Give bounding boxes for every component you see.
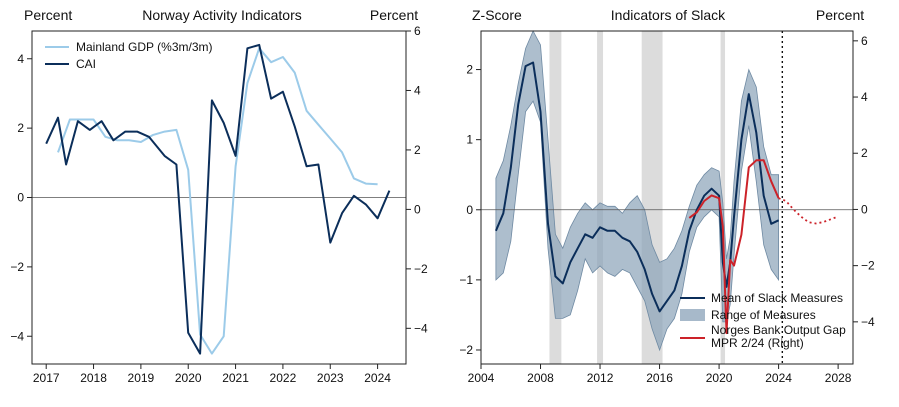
activity-chart-x-tick-label: 2019 [128, 371, 155, 385]
activity-chart-left-y-tick-label: −4 [10, 329, 24, 343]
legend-swatch-range [680, 309, 705, 321]
activity-chart-left-y-tick-label: 0 [17, 191, 24, 205]
activity-chart-right-y-tick-label: 2 [414, 143, 421, 157]
recession-band [597, 31, 604, 364]
activity-chart-right-axis-title: Percent [370, 7, 418, 23]
recession-band [549, 31, 562, 364]
legend-label-mean-slack: Mean of Slack Measures [711, 291, 843, 305]
activity-chart-left-y-tick-label: −2 [10, 260, 24, 274]
slack-chart: Z-Score Indicators of Slack Percent 2004… [459, 7, 875, 385]
activity-chart-x-tick-label: 2021 [222, 371, 249, 385]
series-line-cai [45, 43, 391, 355]
slack-chart-x-tick-label: 2004 [468, 371, 495, 385]
legend-label-output-gap-line2: MPR 2/24 (Right) [711, 336, 804, 350]
slack-chart-right-y-tick-label: −2 [861, 259, 875, 273]
slack-chart-left-axis-title: Z-Score [472, 7, 522, 23]
legend-label-cai: CAI [76, 57, 96, 71]
slack-chart-title: Indicators of Slack [611, 7, 726, 23]
activity-chart-x-tick-label: 2017 [33, 371, 60, 385]
legend-label-range: Range of Measures [711, 308, 816, 322]
series-line-mean-of-slack-measures [494, 61, 780, 313]
activity-chart-right-y-tick-label: 0 [414, 202, 421, 216]
recession-band [720, 31, 726, 364]
activity-chart-right-y-tick-label: −4 [414, 321, 428, 335]
slack-chart-right-y-tick-label: −4 [861, 315, 875, 329]
activity-chart-x-tick-label: 2024 [364, 371, 391, 385]
legend-label-output-gap-line1: Norges Bank Output Gap [711, 323, 846, 337]
activity-chart-right-y-tick-label: 6 [414, 24, 421, 38]
slack-chart-right-y-tick-label: 6 [861, 34, 868, 48]
slack-chart-x-tick-label: 2024 [765, 371, 792, 385]
activity-chart-left-y-tick-label: 2 [17, 121, 24, 135]
activity-chart-left-axis-title: Percent [24, 7, 72, 23]
slack-chart-left-y-tick-label: 1 [466, 133, 473, 147]
slack-chart-right-y-tick-label: 2 [861, 146, 868, 160]
activity-chart-right-y-tick-label: 4 [414, 83, 421, 97]
slack-chart-x-tick-label: 2020 [706, 371, 733, 385]
slack-chart-legend: Mean of Slack Measures Range of Measures… [680, 291, 849, 350]
slack-chart-left-y-tick-label: −2 [459, 343, 473, 357]
activity-chart-legend: Mainland GDP (%3m/3m) CAI [45, 40, 213, 71]
slack-chart-right-y-tick-label: 4 [861, 90, 868, 104]
slack-chart-x-tick-label: 2012 [587, 371, 614, 385]
activity-chart-left-y-tick-label: 4 [17, 52, 24, 66]
activity-chart-x-tick-label: 2018 [80, 371, 107, 385]
series-line-output-gap-projection [778, 197, 839, 225]
slack-chart-left-y-tick-label: 0 [466, 203, 473, 217]
legend-label-mainland-gdp: Mainland GDP (%3m/3m) [76, 40, 213, 54]
slack-chart-x-tick-label: 2008 [527, 371, 554, 385]
activity-chart-title: Norway Activity Indicators [142, 7, 302, 23]
slack-chart-x-tick-label: 2016 [646, 371, 673, 385]
slack-chart-left-y-tick-label: 2 [466, 63, 473, 77]
slack-chart-x-tick-label: 2028 [825, 371, 852, 385]
activity-chart-right-y-tick-label: −2 [414, 262, 428, 276]
activity-chart-x-tick-label: 2023 [317, 371, 344, 385]
activity-chart-x-tick-label: 2022 [270, 371, 297, 385]
slack-chart-plot-frame [480, 30, 854, 365]
legend-label-output-gap: Norges Bank Output Gap MPR 2/24 (Right) [711, 323, 849, 350]
series-line-norges-bank-output-gap-mpr-2-24-right [688, 159, 780, 335]
series-line-mainland-gdp-3m-3m [57, 47, 378, 355]
activity-chart: Percent Norway Activity Indicators Perce… [10, 7, 428, 385]
slack-chart-left-y-tick-label: −1 [459, 273, 473, 287]
slack-chart-right-axis-title: Percent [816, 7, 864, 23]
activity-chart-x-tick-label: 2020 [175, 371, 202, 385]
slack-chart-right-y-tick-label: 0 [861, 202, 868, 216]
